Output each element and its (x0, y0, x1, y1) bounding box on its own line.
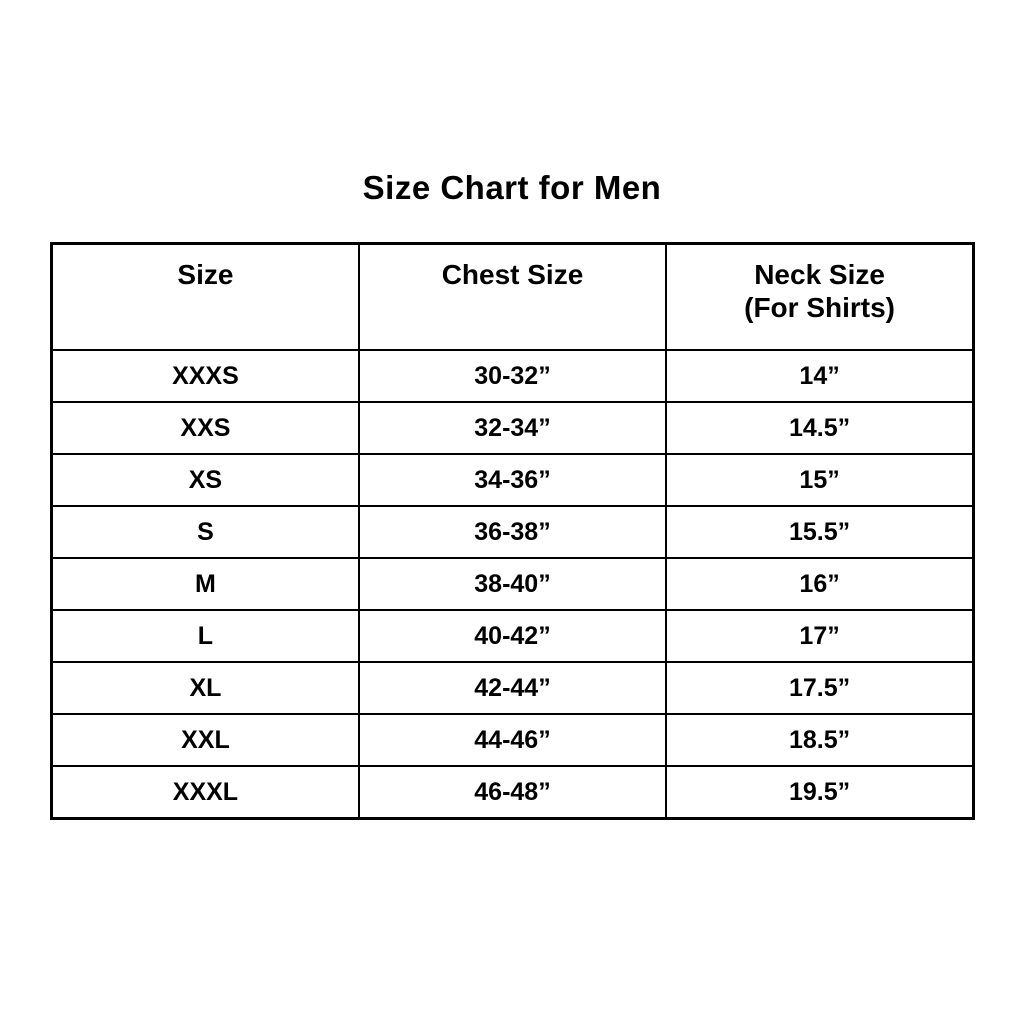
table-row: M 38-40” 16” (50, 557, 975, 611)
chest-size-cell: 34-36” (357, 453, 668, 507)
table-row: L 40-42” 17” (50, 609, 975, 663)
size-cell: XXS (50, 401, 360, 455)
page-title: Size Chart for Men (362, 169, 662, 206)
size-chart-table: Size Chest Size Neck Size (For Shirts) X… (50, 242, 975, 820)
size-cell: XXXL (50, 765, 360, 820)
size-cell: XXXS (50, 349, 360, 403)
size-cell: XXL (50, 713, 360, 767)
chest-size-cell: 42-44” (357, 661, 668, 715)
table-row: XS 34-36” 15” (50, 453, 975, 507)
table-row: XXS 32-34” 14.5” (50, 401, 975, 455)
neck-size-cell: 15” (665, 453, 975, 507)
chest-size-cell: 40-42” (357, 609, 668, 663)
column-header-size: Size (50, 242, 360, 351)
table-row: S 36-38” 15.5” (50, 505, 975, 559)
neck-size-cell: 17.5” (665, 661, 975, 715)
table-body: XXXS 30-32” 14” XXS 32-34” 14.5” XS 34-3… (50, 349, 975, 820)
size-cell: M (50, 557, 360, 611)
neck-size-cell: 18.5” (665, 713, 975, 767)
chest-size-cell: 44-46” (357, 713, 668, 767)
table-row: XXL 44-46” 18.5” (50, 713, 975, 767)
neck-size-cell: 16” (665, 557, 975, 611)
chest-size-cell: 32-34” (357, 401, 668, 455)
table-row: XXXL 46-48” 19.5” (50, 765, 975, 820)
table-row: XXXS 30-32” 14” (50, 349, 975, 403)
size-cell: XL (50, 661, 360, 715)
neck-size-cell: 15.5” (665, 505, 975, 559)
table-header: Size Chest Size Neck Size (For Shirts) (50, 242, 975, 351)
chest-size-cell: 36-38” (357, 505, 668, 559)
neck-size-cell: 19.5” (665, 765, 975, 820)
column-header-chest-size: Chest Size (357, 242, 668, 351)
header-row: Size Chest Size Neck Size (For Shirts) (50, 242, 975, 351)
neck-size-cell: 14” (665, 349, 975, 403)
size-cell: L (50, 609, 360, 663)
neck-size-cell: 17” (665, 609, 975, 663)
chest-size-cell: 38-40” (357, 557, 668, 611)
table-row: XL 42-44” 17.5” (50, 661, 975, 715)
chest-size-cell: 30-32” (357, 349, 668, 403)
chest-size-cell: 46-48” (357, 765, 668, 820)
neck-size-cell: 14.5” (665, 401, 975, 455)
size-cell: XS (50, 453, 360, 507)
size-cell: S (50, 505, 360, 559)
column-header-neck-size: Neck Size (For Shirts) (665, 242, 975, 351)
